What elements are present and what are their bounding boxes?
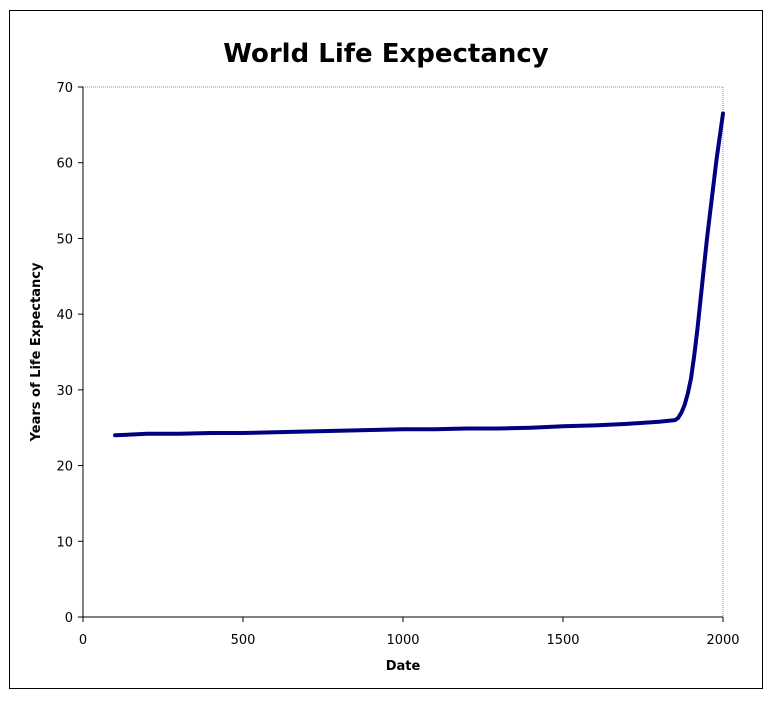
y-tick-label: 50 (56, 232, 73, 247)
x-tick-label: 1000 (386, 633, 419, 648)
y-tick-label: 30 (56, 384, 73, 399)
y-tick-label: 40 (56, 308, 73, 323)
chart-title: World Life Expectancy (223, 39, 549, 69)
plot-area (82, 86, 724, 618)
ticks: 0 10 20 30 40 50 60 70 0 500 1000 1500 2000 (56, 81, 739, 648)
x-tick-label: 1500 (546, 633, 579, 648)
x-tick-label: 500 (231, 633, 256, 648)
y-tick-label: 60 (56, 157, 73, 172)
x-tick-label: 2000 (706, 633, 739, 648)
y-tick-label: 0 (65, 611, 73, 626)
series-line (113, 111, 725, 438)
x-tick-label: 0 (79, 633, 87, 648)
y-axis-title: Years of Life Expectancy (29, 262, 44, 442)
y-tick-label: 20 (56, 460, 73, 475)
x-axis-title: Date (386, 659, 421, 674)
y-tick-label: 10 (56, 535, 73, 550)
series-group (113, 111, 725, 438)
y-tick-label: 70 (56, 81, 73, 96)
